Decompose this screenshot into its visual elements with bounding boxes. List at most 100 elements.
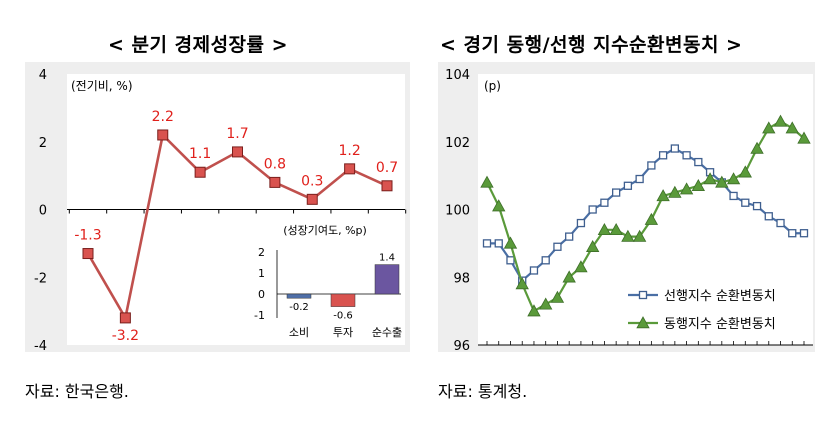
growth-data-label: 2.2 — [152, 109, 174, 125]
coincident-index-point — [527, 304, 541, 317]
growth-point — [381, 180, 393, 192]
leading-index-point — [611, 188, 621, 197]
coincident-index-point — [656, 189, 670, 202]
leading-index-point — [799, 229, 809, 238]
inset-category-label: 소비 — [289, 326, 309, 339]
inset-y-tick-label: 2 — [258, 246, 265, 259]
legend-marker — [638, 290, 648, 300]
inset-data-label: 1.4 — [379, 253, 395, 264]
y-tick-label: 100 — [445, 204, 470, 219]
inset-bar — [374, 264, 400, 295]
inset-bar — [286, 293, 312, 299]
growth-point — [344, 163, 356, 175]
coincident-index-point — [750, 141, 764, 154]
growth-point — [157, 129, 169, 141]
leading-index-point — [694, 157, 703, 167]
leading-index-point — [776, 218, 785, 228]
legend-marker — [636, 316, 650, 329]
coincident-index-point — [480, 175, 494, 188]
right-chart-title: < 경기 동행/선행 지수순환변동치 > — [440, 34, 743, 56]
inset-y-tick-label: 0 — [258, 288, 265, 301]
leading-index-point — [576, 218, 586, 228]
coincident-index-point — [562, 270, 576, 283]
leading-index-point — [729, 191, 738, 201]
gdp-growth-chart-panel: 4 2 0 -2 -4 (전기비, %) -1.3 -3.2 2.2 1.1 1.7 0.8 0.3 1.… — [25, 62, 410, 367]
cycle-index-chart-panel: 1041021009896(p)20.M1M721.M1M722.M1M4선행지… — [438, 62, 815, 367]
coincident-index-point — [539, 297, 553, 310]
growth-point — [232, 146, 243, 158]
leading-index-point — [553, 242, 562, 251]
inset-y-tick-label: 1 — [258, 267, 265, 280]
y-tick-label: 0 — [39, 204, 47, 219]
leading-index-point — [565, 232, 574, 241]
leading-index-line — [487, 147, 804, 283]
leading-index-point — [752, 201, 762, 211]
coincident-index-point — [762, 121, 776, 134]
growth-data-label: 1.2 — [338, 143, 360, 159]
coincident-index-point — [726, 172, 741, 185]
coincident-index-point — [492, 199, 506, 212]
coincident-index-point — [621, 229, 635, 242]
unit-label: (p) — [484, 79, 501, 93]
growth-data-label: -1.3 — [74, 228, 101, 244]
coincident-index-point — [797, 131, 811, 144]
legend-label: 동행지수 순환변동치 — [664, 316, 776, 332]
coincident-index-point — [550, 290, 565, 303]
y-tick-label: -4 — [34, 339, 47, 352]
inset-bar — [330, 293, 356, 307]
coincident-index-point — [691, 178, 706, 191]
leading-index-point — [670, 144, 680, 153]
coincident-index-point — [668, 185, 682, 198]
right-chart-source: 자료: 통계청. — [438, 382, 528, 401]
leading-index-point — [623, 181, 633, 190]
leading-index-point — [506, 256, 515, 265]
left-chart-source: 자료: 한국은행. — [25, 382, 129, 401]
coincident-index-point — [515, 277, 529, 290]
growth-data-label: 0.8 — [264, 156, 286, 172]
coincident-index-point — [609, 223, 623, 236]
growth-point — [269, 176, 281, 188]
y-tick-label: 102 — [445, 136, 470, 151]
inset-data-label: -0.2 — [289, 302, 309, 313]
growth-data-label: -3.2 — [112, 328, 139, 344]
y-tick-label: 98 — [453, 271, 470, 286]
leading-index-point — [588, 205, 597, 214]
coincident-index-point — [585, 239, 600, 252]
inset-category-label: 투자 — [333, 326, 353, 339]
coincident-index-point — [503, 236, 518, 249]
growth-point — [119, 312, 131, 324]
leading-index-point — [658, 151, 668, 160]
coincident-index-line — [486, 120, 805, 313]
coincident-index-point — [703, 172, 717, 185]
leading-index-point — [541, 256, 550, 265]
growth-data-label: 0.3 — [301, 173, 323, 189]
leading-index-point — [788, 229, 797, 238]
leading-index-point — [764, 212, 773, 221]
leading-index-point — [635, 174, 644, 184]
coincident-index-point — [715, 175, 729, 188]
y-tick-label: -2 — [34, 271, 47, 286]
legend-label: 선행지수 순환변동치 — [664, 288, 776, 304]
y-tick-label: 96 — [453, 339, 470, 352]
coincident-index-point — [738, 165, 752, 178]
growth-point — [194, 166, 206, 178]
coincident-index-point — [785, 121, 799, 134]
inset-title: (성장기여도, %p) — [283, 224, 367, 237]
leading-index-point — [741, 198, 750, 207]
cycle-index-chart: 1041021009896(p)20.M1M721.M1M722.M1M4선행지… — [445, 68, 814, 367]
coincident-index-point — [644, 212, 659, 225]
y-tick-label: 4 — [39, 68, 47, 83]
leading-index-point — [482, 239, 492, 248]
gdp-growth-chart: 4 2 0 -2 -4 (전기비, %) -1.3 -3.2 2.2 1.1 1.7 0.8 0.3 1.… — [34, 68, 407, 367]
leading-index-point — [494, 239, 503, 248]
growth-data-label: 1.7 — [226, 126, 248, 142]
leading-index-point — [600, 198, 609, 207]
inset-y-tick-label: -1 — [254, 309, 265, 322]
plot-area — [478, 74, 813, 345]
coincident-index-point — [773, 114, 788, 127]
left-chart-title: < 분기 경제성장률 > — [108, 34, 289, 56]
growth-point — [306, 193, 318, 205]
growth-data-label: 0.7 — [376, 160, 398, 176]
unit-label: (전기비, %) — [71, 79, 133, 93]
growth-point — [82, 248, 94, 260]
